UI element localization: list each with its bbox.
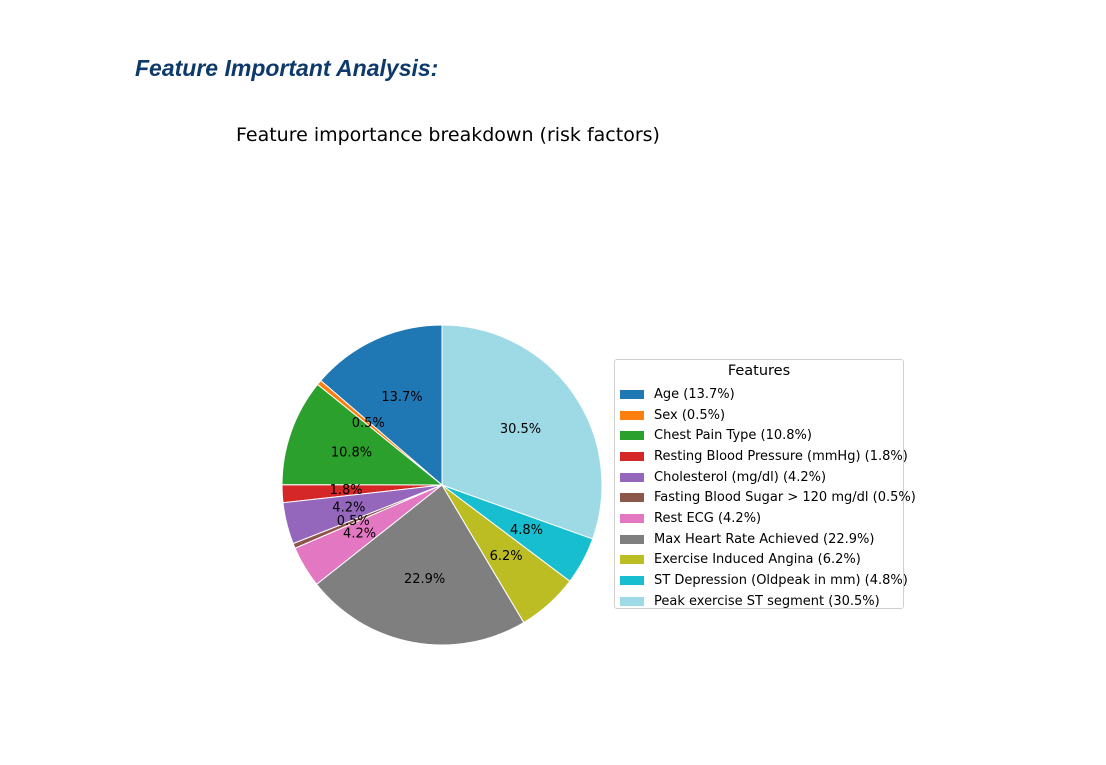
pie-slice-max-heart-rate-achieved	[315, 484, 525, 646]
slice-pct-label-fasting-blood-sugar-120-mg-dl: 0.5%	[337, 514, 370, 529]
legend-list: Age (13.7%) Sex (0.5%) Chest Pain Type (10…	[620, 384, 916, 612]
pie-slice-peak-exercise-st-segment	[441, 324, 603, 540]
legend-label: Max Heart Rate Achieved (22.9%)	[654, 531, 875, 547]
slice-pct-label-cholesterol-mg-dl: 4.2%	[332, 501, 365, 516]
legend-swatch	[620, 576, 644, 586]
legend-item-st-depression-oldpeak-in-mm: ST Depression (Oldpeak in mm) (4.8%)	[620, 570, 916, 591]
chart-title: Feature importance breakdown (risk facto…	[236, 124, 660, 146]
legend-label: Rest ECG (4.2%)	[654, 510, 762, 526]
legend-label: Peak exercise ST segment (30.5%)	[654, 593, 880, 609]
pie-slice-age	[320, 324, 443, 487]
slice-pct-label-age: 13.7%	[381, 390, 422, 405]
legend-item-chest-pain-type: Chest Pain Type (10.8%)	[620, 425, 916, 446]
legend-swatch	[620, 451, 644, 461]
legend-item-cholesterol-mg-dl: Cholesterol (mg/dl) (4.2%)	[620, 467, 916, 488]
slice-pct-label-max-heart-rate-achieved: 22.9%	[404, 572, 445, 587]
slice-pct-label-resting-blood-pressure-mmhg: 1.8%	[330, 483, 363, 498]
legend-label: Sex (0.5%)	[654, 407, 726, 423]
legend-item-fasting-blood-sugar-120-mg-dl: Fasting Blood Sugar > 120 mg/dl (0.5%)	[620, 487, 916, 508]
legend-item-resting-blood-pressure-mmhg: Resting Blood Pressure (mmHg) (1.8%)	[620, 446, 916, 467]
legend-swatch	[620, 472, 644, 482]
legend-swatch	[620, 513, 644, 523]
legend-label: Cholesterol (mg/dl) (4.2%)	[654, 469, 827, 485]
legend-item-sex: Sex (0.5%)	[620, 405, 916, 426]
legend-item-age: Age (13.7%)	[620, 384, 916, 405]
legend-label: Exercise Induced Angina (6.2%)	[654, 552, 861, 568]
chart-legend: Features Age (13.7%) Sex (0.5%) Chest Pain…	[614, 359, 916, 609]
slice-pct-label-st-depression-oldpeak-in-mm: 4.8%	[510, 523, 543, 538]
legend-item-max-heart-rate-achieved: Max Heart Rate Achieved (22.9%)	[620, 529, 916, 550]
legend-item-peak-exercise-st-segment: Peak exercise ST segment (30.5%)	[620, 591, 916, 612]
legend-swatch	[620, 431, 644, 441]
legend-label: Fasting Blood Sugar > 120 mg/dl (0.5%)	[654, 490, 916, 506]
slice-pct-label-chest-pain-type: 10.8%	[331, 445, 372, 460]
legend-item-rest-ecg: Rest ECG (4.2%)	[620, 508, 916, 529]
slice-pct-label-peak-exercise-st-segment: 30.5%	[500, 422, 541, 437]
legend-title: Features	[727, 363, 791, 379]
legend-swatch	[620, 389, 644, 399]
page-heading: Feature Important Analysis:	[135, 55, 439, 81]
slice-pct-label-rest-ecg: 4.2%	[343, 527, 376, 542]
pie-slice-chest-pain-type	[281, 383, 444, 486]
legend-swatch	[620, 596, 644, 606]
slice-pct-label-sex: 0.5%	[352, 416, 385, 431]
legend-label: Chest Pain Type (10.8%)	[654, 428, 812, 444]
slice-pct-label-exercise-induced-angina: 6.2%	[490, 549, 523, 564]
legend-label: ST Depression (Oldpeak in mm) (4.8%)	[654, 573, 908, 589]
legend-label: Resting Blood Pressure (mmHg) (1.8%)	[654, 448, 908, 464]
legend-label: Age (13.7%)	[654, 386, 735, 402]
legend-swatch	[620, 410, 644, 420]
legend-item-exercise-induced-angina: Exercise Induced Angina (6.2%)	[620, 550, 916, 571]
legend-swatch	[620, 493, 644, 503]
legend-swatch	[620, 534, 644, 544]
legend-swatch	[620, 555, 644, 565]
